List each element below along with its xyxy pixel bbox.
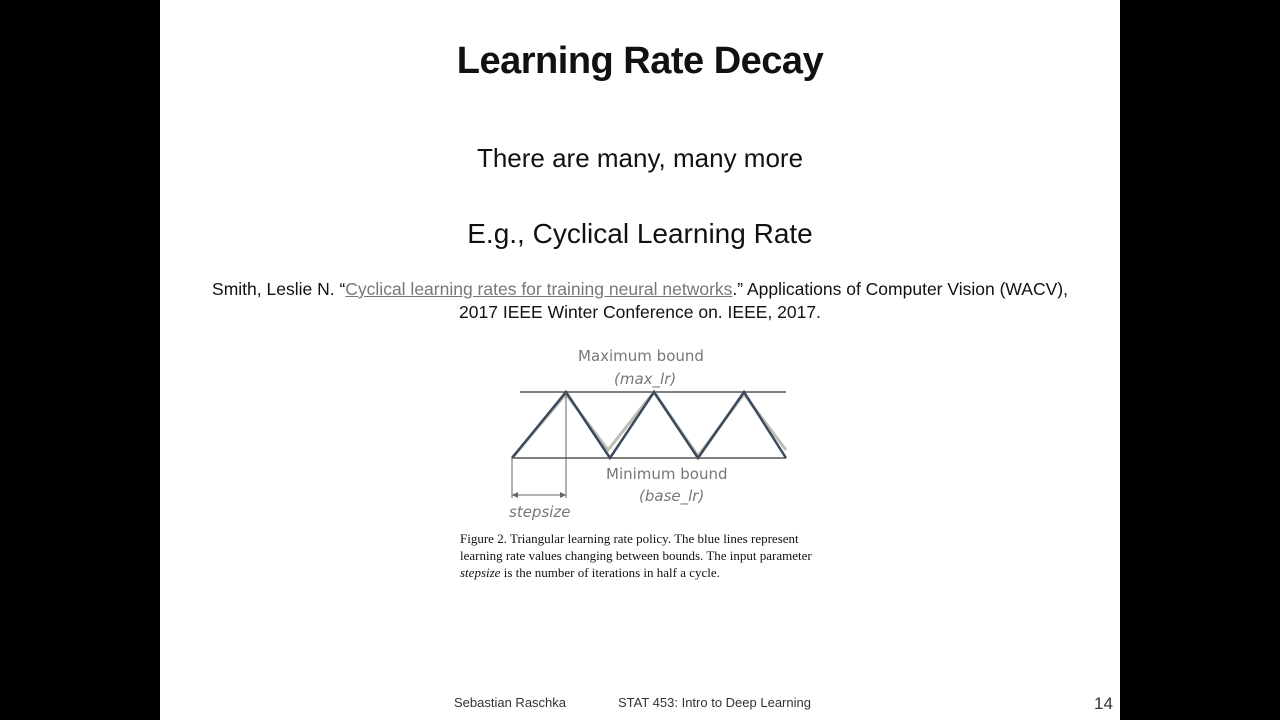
footer-author: Sebastian Raschka — [454, 695, 567, 710]
footer-course: STAT 453: Intro to Deep Learning — [618, 695, 811, 710]
slide-subtitle: There are many, many more — [476, 143, 804, 173]
citation-prefix: Smith, Leslie N. “ — [212, 279, 346, 299]
figure-caption: Figure 2. Triangular learning rate polic… — [460, 530, 830, 581]
max-bound-label: Maximum bound — [578, 347, 704, 365]
max-bound-param: (max_lr) — [614, 370, 676, 389]
page-number: 14 — [1094, 694, 1113, 713]
stepsize-arrow-left — [512, 492, 518, 498]
slide: Learning Rate Decay There are many, many… — [160, 0, 1120, 720]
caption-param: stepsize — [460, 565, 501, 580]
min-bound-label: Minimum bound — [606, 465, 728, 483]
slide-title: Learning Rate Decay — [456, 40, 824, 82]
caption-text-2: is the number of iterations in half a cy… — [500, 565, 720, 580]
lr-light-curve — [510, 389, 788, 459]
example-heading: E.g., Cyclical Learning Rate — [467, 218, 813, 249]
triangular-lr-figure: Maximum bound (max_lr) Minimum bound (ba… — [509, 347, 788, 521]
citation-suffix: .” Applications of Computer Vision (WACV… — [459, 279, 1068, 322]
citation-link[interactable]: Cyclical learning rates for training neu… — [345, 279, 733, 299]
lr-triangle-line — [511, 389, 788, 461]
stepsize-label: stepsize — [509, 503, 571, 521]
stepsize-arrow-right — [560, 492, 566, 498]
citation: Smith, Leslie N. “Cyclical learning rate… — [200, 278, 1080, 324]
min-bound-param: (base_lr) — [639, 487, 704, 506]
caption-text-1: Figure 2. Triangular learning rate polic… — [460, 531, 812, 563]
